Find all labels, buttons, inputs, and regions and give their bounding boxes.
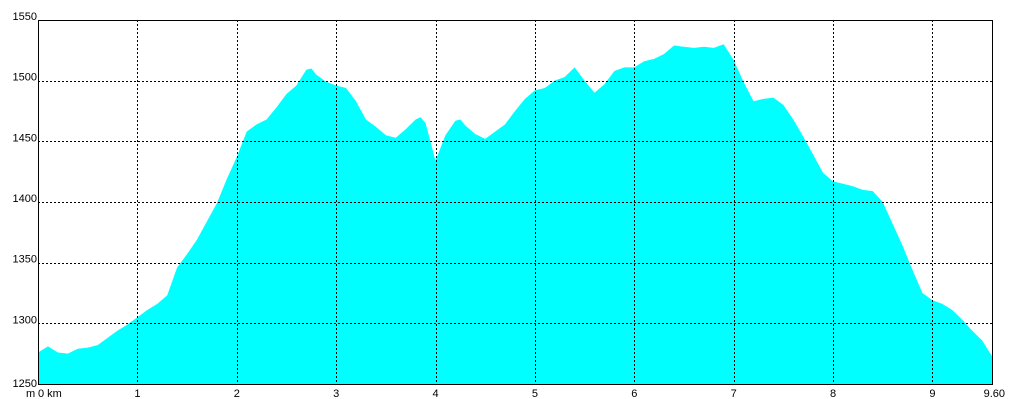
x-tick-label: 9 (929, 388, 935, 399)
x-tick-label: 3 (333, 388, 339, 399)
x-tick-label: 5 (532, 388, 538, 399)
y-tick-label: 1350 (13, 254, 37, 266)
y-unit-label: m (26, 388, 35, 399)
grid (38, 20, 992, 384)
y-tick-labels: 1250 1300 1350 1400 1450 1500 1550 (13, 11, 37, 390)
y-tick-label: 1400 (13, 193, 37, 205)
y-tick-label: 1300 (13, 314, 37, 326)
x-tick-label: 2 (234, 388, 240, 399)
x-tick-label: 0 km (38, 388, 62, 399)
plot-border (38, 20, 993, 385)
x-tick-label: 6 (631, 388, 637, 399)
x-tick-label: 7 (731, 388, 737, 399)
x-tick-label: 1 (134, 388, 140, 399)
y-tick-label: 1550 (13, 11, 37, 23)
x-tick-label: 8 (830, 388, 836, 399)
y-tick-label: 1450 (13, 132, 37, 144)
x-tick-label: 4 (432, 388, 438, 399)
plot-frame (38, 20, 993, 385)
x-tick-labels: 0 km 1 2 3 4 5 6 7 8 9 9.60 (38, 388, 1005, 399)
elevation-area (38, 44, 992, 385)
y-tick-label: 1250 (13, 378, 37, 390)
x-tick-label: 9.60 (984, 388, 1005, 399)
y-tick-label: 1500 (13, 72, 37, 84)
